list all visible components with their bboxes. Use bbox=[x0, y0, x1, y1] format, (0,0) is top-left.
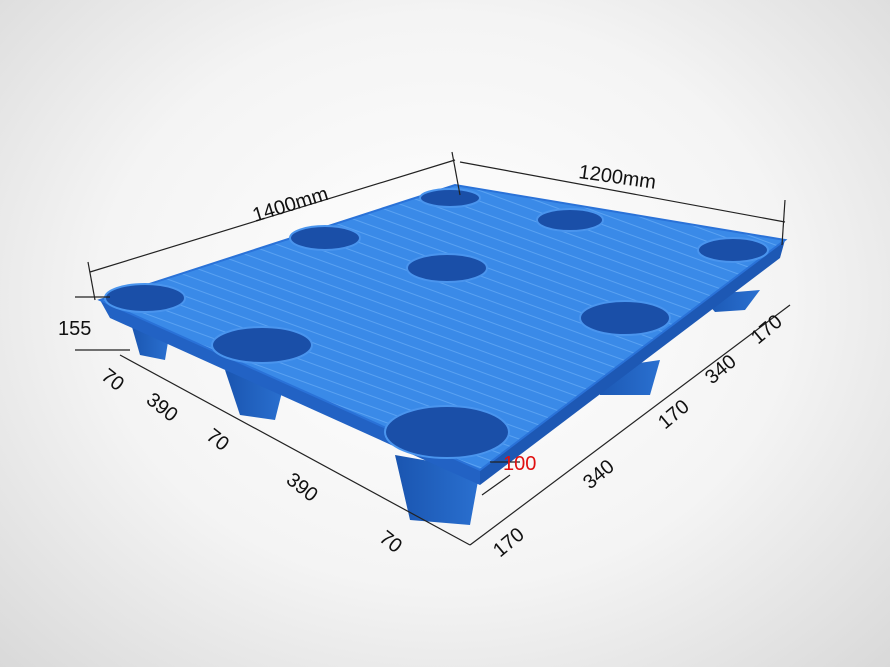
height-label: 155 bbox=[58, 318, 91, 340]
left-dim-1: 70 bbox=[97, 365, 128, 396]
right-dim-1: 170 bbox=[489, 524, 529, 562]
right-dim-3: 170 bbox=[654, 396, 694, 434]
right-dim-4: 340 bbox=[701, 351, 741, 389]
pallet-front-edge bbox=[100, 300, 480, 485]
length-label: 1400mm bbox=[250, 183, 331, 227]
pallet-top bbox=[97, 183, 788, 472]
dimension-lines bbox=[75, 151, 791, 546]
width-label: 1200mm bbox=[577, 161, 657, 194]
left-dim-5: 70 bbox=[375, 527, 406, 558]
right-dim-5: 170 bbox=[747, 311, 787, 349]
left-dim-3: 70 bbox=[202, 425, 233, 456]
left-dim-4: 390 bbox=[282, 469, 322, 507]
right-dim-2: 340 bbox=[579, 456, 619, 494]
pallet bbox=[97, 183, 788, 525]
leg-height-label: 100 bbox=[503, 453, 536, 475]
left-dim-2: 390 bbox=[142, 389, 182, 427]
pallet-holes bbox=[104, 188, 769, 459]
pallet-right-edge bbox=[480, 240, 785, 485]
